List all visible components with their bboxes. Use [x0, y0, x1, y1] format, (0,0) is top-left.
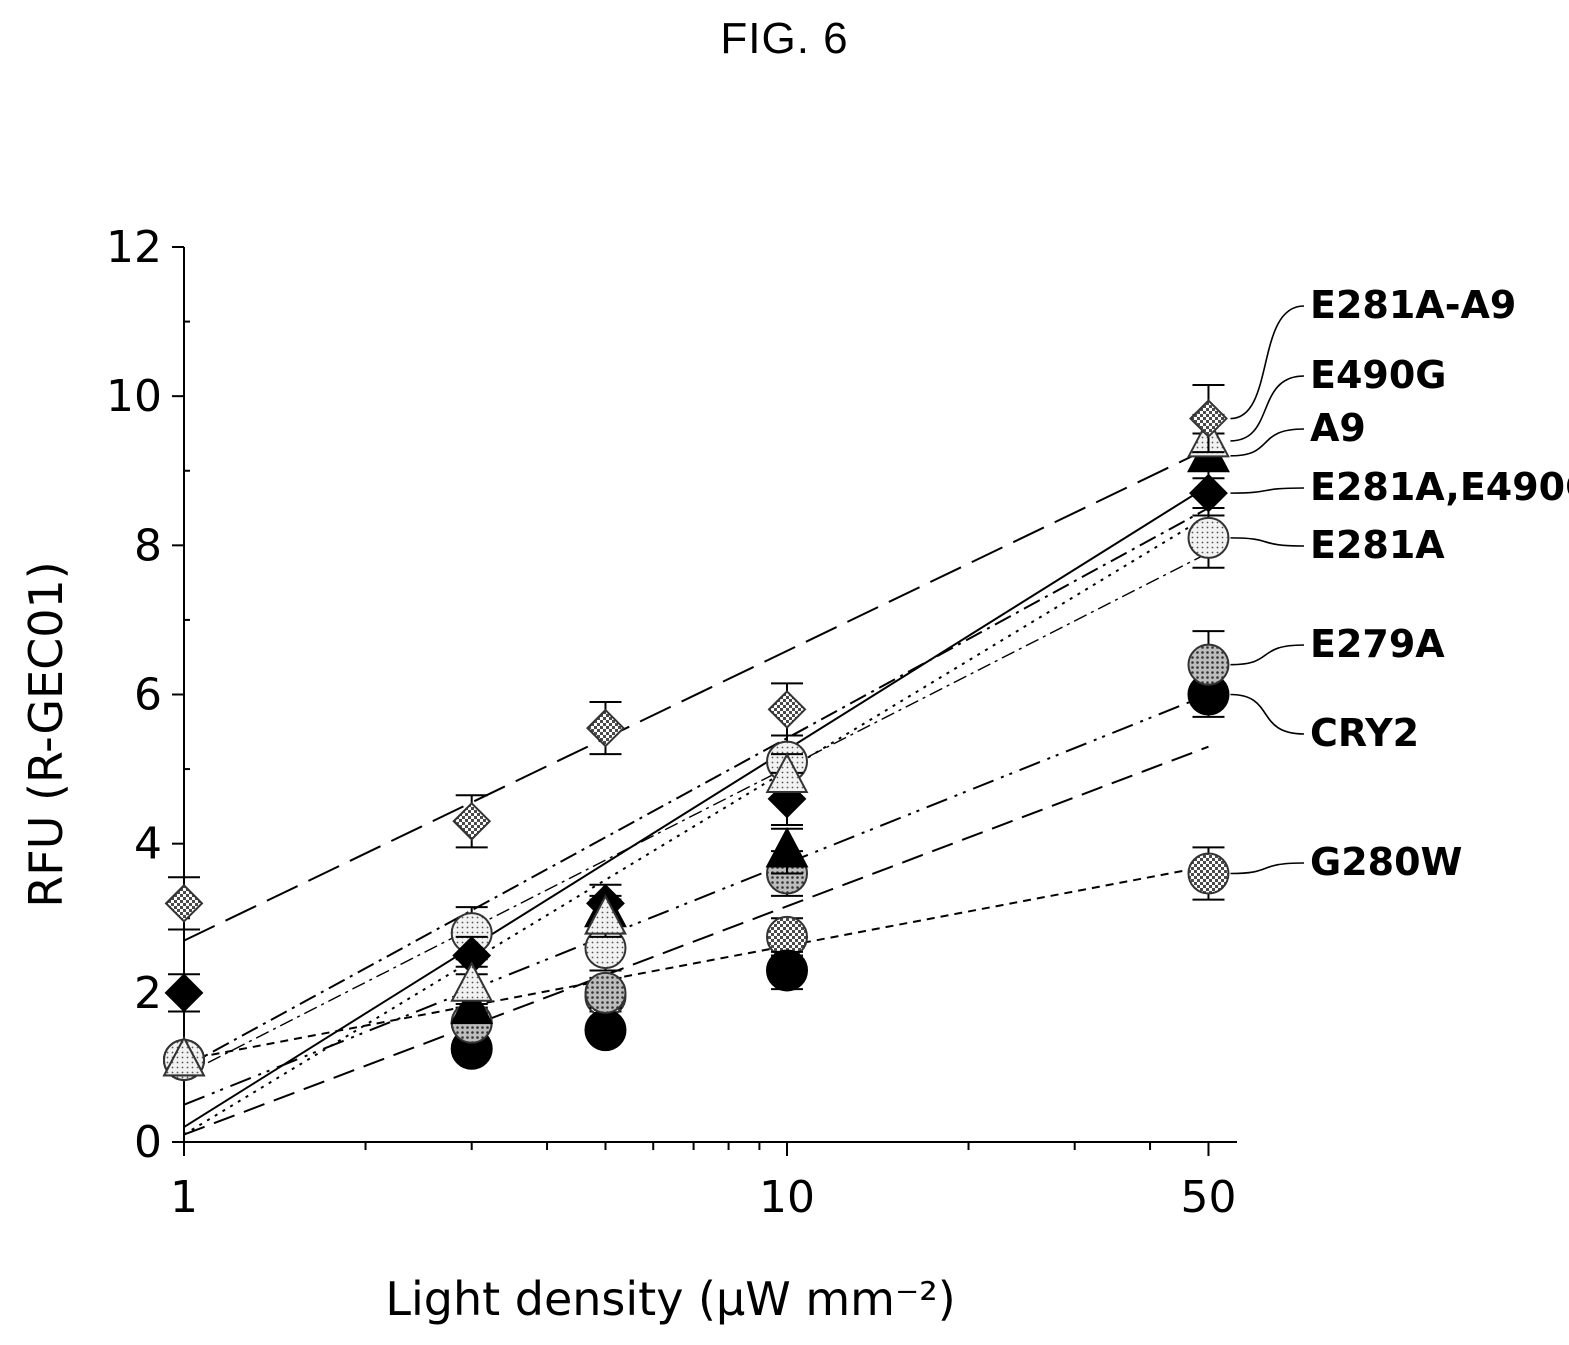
fit-line-a9: [183, 484, 1210, 1128]
x-tick-label: 50: [1180, 1172, 1236, 1223]
point-e281a-e490g: [164, 973, 204, 1013]
callout-a9: [1230, 428, 1305, 457]
callout-e281a: [1230, 537, 1305, 547]
point-cry2: [766, 949, 808, 992]
point-e281a-a9: [452, 801, 492, 841]
callout-g280w: [1230, 862, 1305, 875]
fit-line-e279a: [183, 693, 1209, 1106]
fit-line-e281a-a9: [183, 447, 1209, 942]
point-e281a: [1187, 516, 1230, 559]
figure-title: FIG. 6: [720, 14, 849, 63]
point-e490g: [765, 752, 809, 793]
series-label-cry2: CRY2: [1310, 711, 1419, 755]
axes: 0 2 4 6 8 10 12 1 10 50 Light density (μW mm⁻²) RFU…: [19, 222, 1237, 1326]
y-tick-label: 4: [134, 819, 162, 870]
callout-e281a-e490g: [1230, 487, 1305, 494]
fit-lines: [183, 447, 1210, 1136]
series-labels: E281A-A9 E490G A9 E281A,E490G E281A E279A CRY2…: [1230, 283, 1569, 884]
point-e490g: [450, 961, 494, 1002]
y-tick-label: 12: [106, 222, 162, 273]
point-e279a: [584, 971, 627, 1014]
point-cry2: [584, 1009, 627, 1052]
point-e281a-a9: [1189, 399, 1228, 438]
point-e490g: [162, 1035, 206, 1077]
point-g280w: [1187, 852, 1230, 895]
callout-e279a: [1230, 644, 1305, 666]
point-a9: [765, 826, 809, 868]
callout-e281a-a9: [1230, 305, 1305, 420]
series-label-e281a: E281A: [1310, 523, 1445, 567]
y-tick-label: 0: [134, 1117, 162, 1168]
point-e281a-a9: [164, 883, 204, 923]
y-tick-label: 10: [106, 371, 162, 422]
point-e281a-a9: [767, 690, 807, 729]
callout-e490g: [1230, 375, 1305, 442]
x-tick-label: 10: [759, 1172, 815, 1223]
y-tick-label: 8: [134, 520, 162, 571]
point-e490g: [584, 894, 627, 935]
y-axis-label: RFU (R-GEC01): [19, 561, 73, 907]
point-e279a: [1187, 643, 1230, 686]
series-label-e279a: E279A: [1310, 622, 1445, 666]
fit-line-e281a-e490g: [183, 514, 1209, 1136]
y-tick-label: 6: [134, 670, 162, 721]
fit-line-cry2: [183, 745, 1209, 1136]
fit-line-e281a: [183, 552, 1209, 1076]
series-label-a9: A9: [1310, 406, 1366, 450]
series-label-g280w: G280W: [1310, 840, 1462, 884]
series-label-e281a-e490g: E281A,E490G: [1310, 465, 1569, 509]
fit-line-g280w: [183, 865, 1209, 1061]
series-label-e281a-a9: E281A-A9: [1310, 283, 1516, 327]
point-e281a-a9: [586, 708, 625, 748]
series-label-e490g: E490G: [1310, 353, 1446, 397]
x-tick-label: 1: [170, 1172, 198, 1223]
y-tick-label: 2: [134, 968, 162, 1019]
data-marks: [162, 383, 1230, 1081]
point-e281a-e490g: [1189, 473, 1228, 513]
fit-line-e490g: [183, 507, 1209, 1069]
x-axis-label: Light density (μW mm⁻²): [385, 1272, 955, 1326]
callout-cry2: [1230, 693, 1305, 735]
